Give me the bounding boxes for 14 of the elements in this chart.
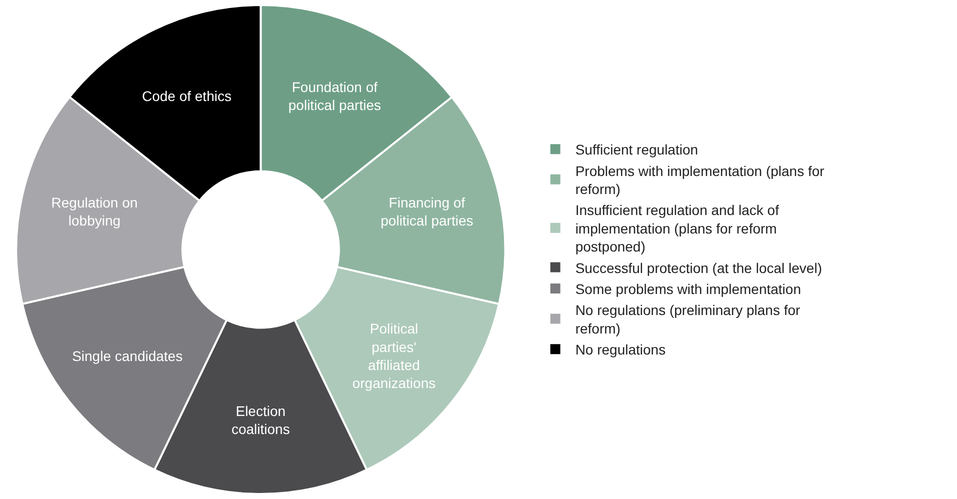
legend-label: No regulations	[575, 342, 666, 358]
legend-label: Insufficient regulation and lack of implementation (plans for reform postponed)	[575, 202, 780, 255]
data-label: Single candidates	[72, 348, 183, 364]
legend-label: Some problems with implementation	[575, 280, 801, 297]
legend-label: Problems with implementation (plans for reform)	[575, 162, 825, 197]
data-label: Financing of political parties	[380, 194, 474, 229]
data-label: Election coalitions	[231, 402, 290, 438]
data-label: Foundation of political parties	[288, 78, 381, 113]
data-label: Code of ethics	[142, 88, 232, 104]
data-label: Political parties' affiliated organizations	[352, 320, 436, 392]
legend-label: Sufficient regulation	[575, 142, 698, 158]
data-label: Regulation on lobbying	[51, 194, 138, 229]
legend-label: Successful protection (at the local level)	[575, 260, 822, 276]
legend-label: No regulations (preliminary plans for reform)	[575, 302, 801, 336]
